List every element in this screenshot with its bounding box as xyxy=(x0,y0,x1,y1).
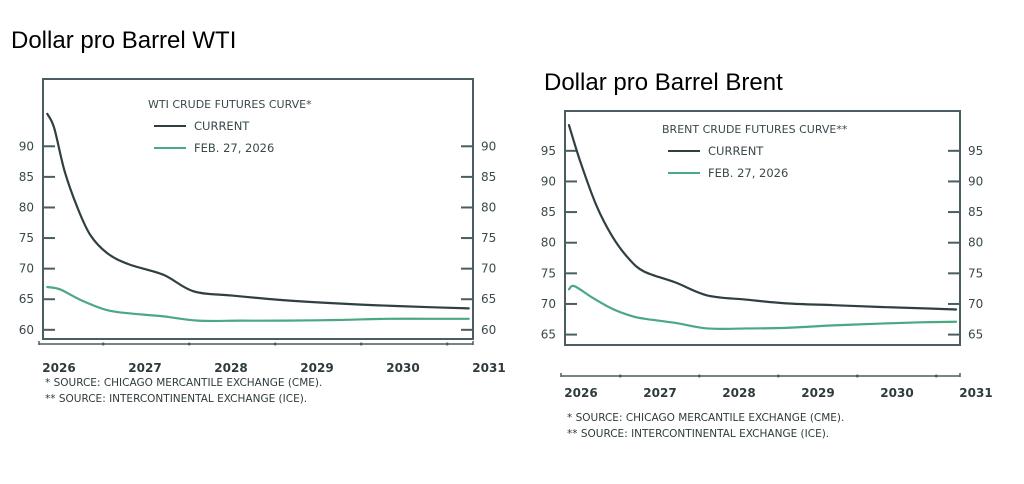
wti-ytick-label-left: 70 xyxy=(19,262,34,276)
brent-footnote-2: ** SOURCE: INTERCONTINENTAL EXCHANGE (IC… xyxy=(567,428,829,440)
brent-chart: 65 65 70 70 75 75 80 80 85 85 90 90 95 95 2026 2027 2028… xyxy=(541,110,993,440)
wti-ytick-label-right: 90 xyxy=(481,139,496,153)
wti-xtick-mark xyxy=(187,342,191,346)
wti-footnote-1: * SOURCE: CHICAGO MERCANTILE EXCHANGE (C… xyxy=(45,377,322,389)
wti-ytick-label-left: 85 xyxy=(19,170,34,184)
brent-xtick-label: 2028 xyxy=(722,386,755,400)
brent-legend-title: BRENT CRUDE FUTURES CURVE** xyxy=(662,123,848,136)
wti-page-title: Dollar pro Barrel WTI xyxy=(11,27,237,54)
brent-ytick-label-right: 75 xyxy=(968,266,983,280)
wti-xtick-label: 2030 xyxy=(386,361,419,375)
wti-ytick-label-left: 75 xyxy=(19,231,34,245)
wti-plot-frame xyxy=(42,78,474,340)
brent-ytick-label-right: 65 xyxy=(968,328,983,342)
wti-ytick-label-left: 80 xyxy=(19,200,34,214)
wti-ytick-label-right: 85 xyxy=(481,170,496,184)
wti-xtick-label: 2027 xyxy=(128,361,161,375)
wti-footnote-2: ** SOURCE: INTERCONTINENTAL EXCHANGE (IC… xyxy=(45,393,307,405)
brent-ytick-label-right: 90 xyxy=(968,174,983,188)
wti-legend-label-feb: FEB. 27, 2026 xyxy=(194,141,274,155)
wti-xtick-mark xyxy=(273,342,277,346)
wti-ytick-label-right: 65 xyxy=(481,292,496,306)
brent-xtick-label: 2027 xyxy=(643,386,676,400)
brent-legend-label-current: CURRENT xyxy=(708,144,764,158)
wti-legend-title: WTI CRUDE FUTURES CURVE* xyxy=(148,98,312,111)
brent-ytick-label-left: 70 xyxy=(541,297,556,311)
brent-xtick-mark xyxy=(855,374,859,378)
brent-ytick-label-left: 85 xyxy=(541,205,556,219)
brent-ytick-label-left: 75 xyxy=(541,266,556,280)
brent-xtick-label: 2029 xyxy=(801,386,834,400)
brent-legend-label-feb: FEB. 27, 2026 xyxy=(708,166,788,180)
brent-series-feb-line xyxy=(567,284,958,330)
brent-xtick-label: 2030 xyxy=(880,386,913,400)
wti-xtick-mark xyxy=(101,342,105,346)
brent-xtick-mark xyxy=(697,374,701,378)
wti-chart: 60 60 65 65 70 70 75 75 80 80 85 85 90 90 2026 2027 2028… xyxy=(19,78,506,405)
wti-xtick-label: 2029 xyxy=(300,361,333,375)
wti-ytick-label-right: 80 xyxy=(481,200,496,214)
brent-ytick-label-right: 80 xyxy=(968,236,983,250)
brent-xtick-mark xyxy=(776,374,780,378)
brent-series-current-line xyxy=(567,123,958,311)
brent-ytick-label-left: 80 xyxy=(541,236,556,250)
wti-series-current-line xyxy=(46,112,470,310)
wti-ytick-label-left: 90 xyxy=(19,139,34,153)
brent-xtick-mark xyxy=(934,374,938,378)
wti-ytick-label-left: 65 xyxy=(19,292,34,306)
wti-ytick-label-right: 75 xyxy=(481,231,496,245)
brent-ytick-label-left: 90 xyxy=(541,174,556,188)
wti-xtick-mark xyxy=(445,342,449,346)
wti-xtick-mark xyxy=(359,342,363,346)
wti-xtick-label: 2031 xyxy=(472,361,505,375)
brent-ytick-label-right: 70 xyxy=(968,297,983,311)
wti-ytick-label-right: 60 xyxy=(481,323,496,337)
wti-ytick-label-right: 70 xyxy=(481,262,496,276)
brent-ytick-label-right: 85 xyxy=(968,205,983,219)
brent-xtick-label: 2026 xyxy=(564,386,597,400)
wti-legend-label-current: CURRENT xyxy=(194,119,250,133)
brent-xtick-label: 2031 xyxy=(959,386,992,400)
wti-ytick-label-left: 60 xyxy=(19,323,34,337)
brent-xtick-mark xyxy=(618,374,622,378)
brent-plot-frame xyxy=(564,110,961,346)
wti-xtick-label: 2028 xyxy=(214,361,247,375)
brent-footnote-1: * SOURCE: CHICAGO MERCANTILE EXCHANGE (C… xyxy=(567,412,844,424)
brent-ytick-label-right: 95 xyxy=(968,144,983,158)
wti-series-feb-line xyxy=(46,285,470,323)
brent-ytick-label-left: 95 xyxy=(541,144,556,158)
wti-xtick-label: 2026 xyxy=(42,361,75,375)
brent-ytick-label-left: 65 xyxy=(541,328,556,342)
brent-page-title: Dollar pro Barrel Brent xyxy=(544,69,783,96)
